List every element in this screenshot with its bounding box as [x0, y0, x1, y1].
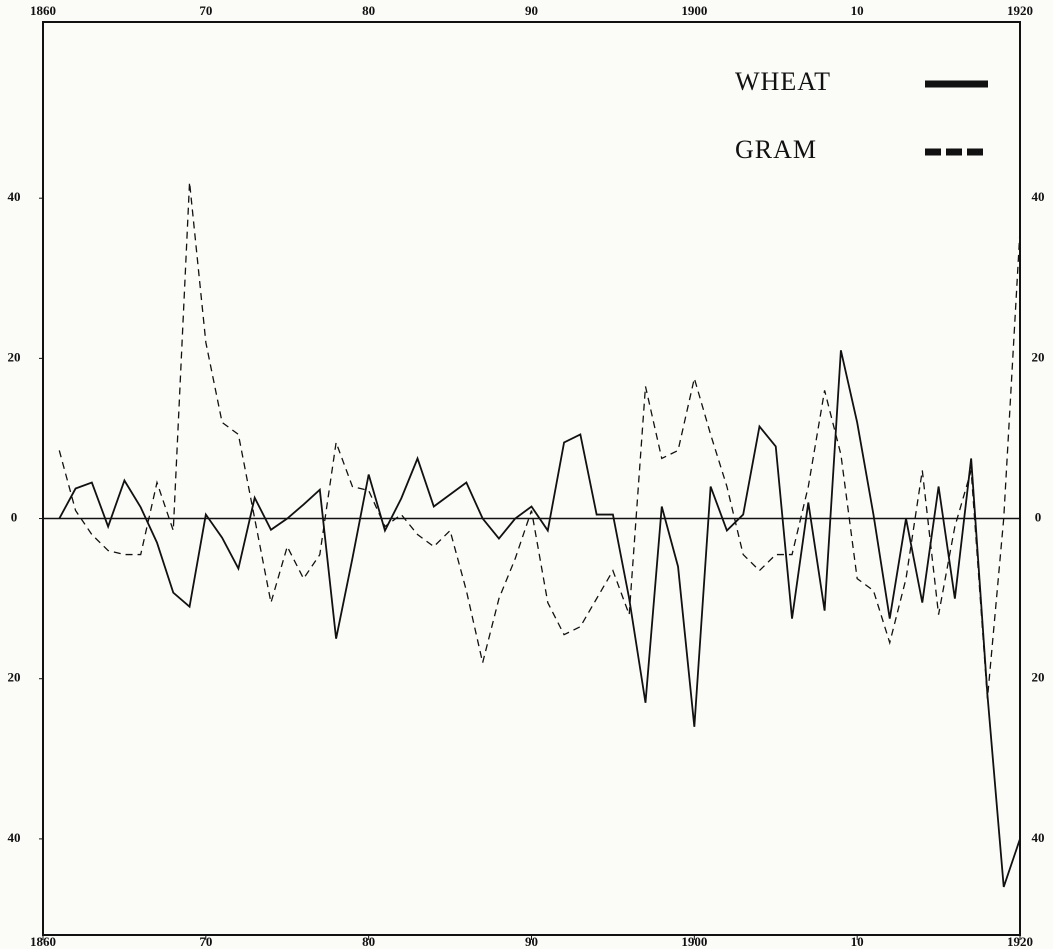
y-tick-label: 20 — [1032, 670, 1045, 685]
x-tick-label: 10 — [851, 3, 864, 18]
x-tick-label: 70 — [199, 934, 212, 949]
y-tick-label: 0 — [11, 510, 18, 525]
legend-label: WHEAT — [735, 67, 831, 96]
x-tick-label: 90 — [525, 934, 538, 949]
x-tick-label: 80 — [362, 3, 375, 18]
legend-label: GRAM — [735, 135, 817, 164]
x-tick-label: 80 — [362, 934, 375, 949]
x-tick-label: 1920 — [1007, 3, 1033, 18]
y-tick-label: 40 — [1032, 189, 1045, 204]
y-tick-label: 40 — [8, 830, 21, 845]
x-tick-label: 1900 — [681, 934, 707, 949]
y-tick-label: 20 — [1032, 349, 1045, 364]
x-tick-label: 1920 — [1007, 934, 1033, 949]
y-tick-label: 40 — [8, 189, 21, 204]
x-tick-label: 1900 — [681, 3, 707, 18]
x-tick-label: 70 — [199, 3, 212, 18]
x-tick-label: 10 — [851, 934, 864, 949]
x-tick-label: 1860 — [30, 934, 56, 949]
y-tick-label: 20 — [8, 349, 21, 364]
line-1 — [58, 182, 1021, 699]
x-tick-label: 90 — [525, 3, 538, 18]
x-tick-label: 1860 — [30, 3, 56, 18]
y-tick-label: 0 — [1035, 510, 1042, 525]
plot-frame — [42, 21, 1021, 936]
y-tick-label: 40 — [1032, 830, 1045, 845]
line-0 — [58, 350, 1021, 888]
y-tick-label: 20 — [8, 670, 21, 685]
